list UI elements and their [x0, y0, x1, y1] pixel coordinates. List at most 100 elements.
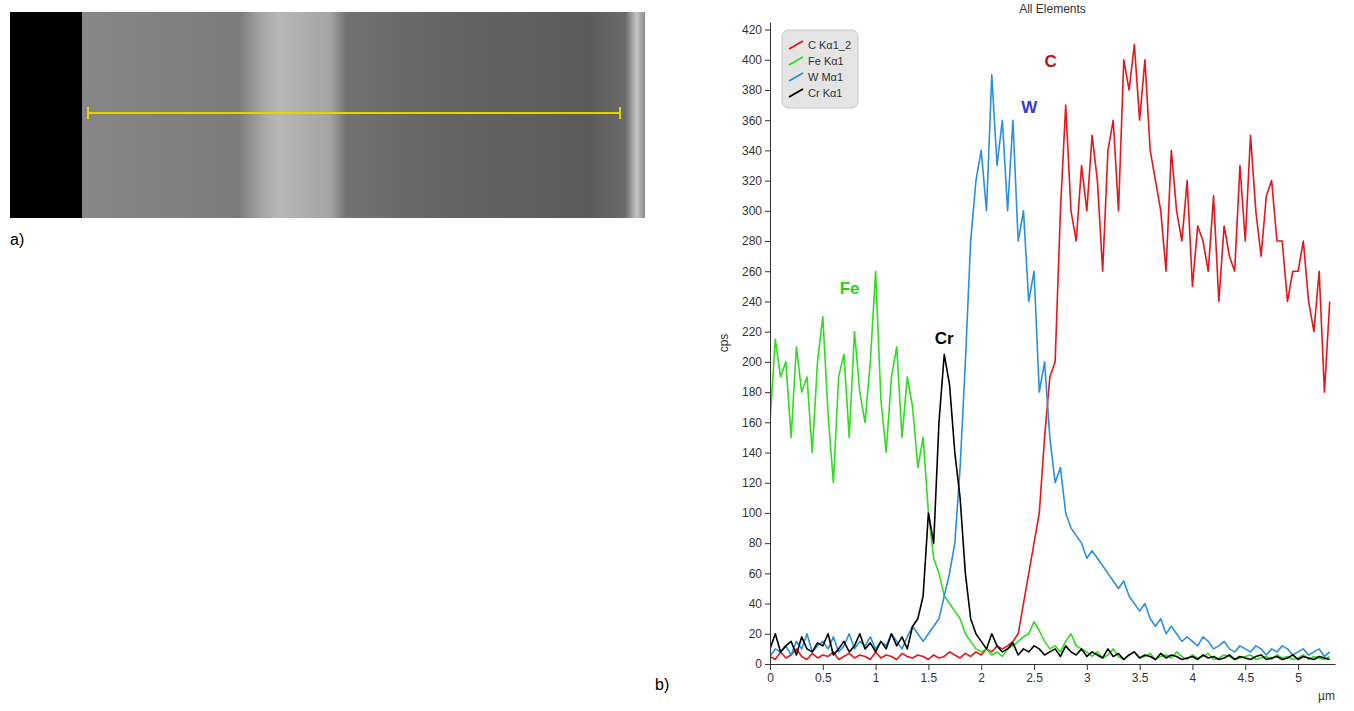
x-tick-mark	[981, 664, 982, 670]
y-tick: 160	[742, 416, 770, 430]
x-tick-mark	[1245, 664, 1246, 670]
x-tick: 0	[767, 664, 774, 685]
y-tick-label: 220	[742, 325, 762, 339]
x-tick-mark	[1140, 664, 1141, 670]
x-tick: 5	[1295, 664, 1302, 685]
y-tick-label: 80	[749, 536, 763, 550]
series-annotation: C	[1045, 52, 1057, 71]
y-tick: 60	[749, 567, 770, 581]
x-tick-label: 3	[1084, 671, 1091, 685]
y-tick-mark	[765, 543, 770, 544]
x-tick: 3.5	[1132, 664, 1149, 685]
y-tick: 200	[742, 355, 770, 369]
y-axis-title: cps	[717, 334, 731, 353]
x-tick-label: 1.5	[921, 671, 938, 685]
series-line	[770, 75, 1330, 657]
y-tick-label: 240	[742, 295, 762, 309]
y-tick-mark	[765, 181, 770, 182]
y-tick-mark	[765, 30, 770, 31]
y-tick-label: 100	[742, 506, 762, 520]
y-tick: 300	[742, 204, 770, 218]
legend: C Kα1_2Fe Kα1W Mα1Cr Kα1	[782, 30, 858, 108]
legend-label: W Mα1	[808, 71, 843, 83]
series-annotation: Fe	[840, 279, 860, 298]
legend-label: Fe Kα1	[808, 55, 844, 67]
y-tick: 260	[742, 265, 770, 279]
y-tick-label: 320	[742, 174, 762, 188]
y-tick-label: 360	[742, 114, 762, 128]
x-tick: 4	[1190, 664, 1197, 685]
y-tick-label: 280	[742, 234, 762, 248]
y-tick-mark	[765, 271, 770, 272]
y-tick-mark	[765, 573, 770, 574]
y-tick: 340	[742, 144, 770, 158]
y-tick: 140	[742, 446, 770, 460]
y-tick-mark	[765, 60, 770, 61]
y-tick-mark	[765, 483, 770, 484]
x-tick-mark	[1034, 664, 1035, 670]
x-tick-label: 3.5	[1132, 671, 1149, 685]
y-tick-label: 260	[742, 265, 762, 279]
x-tick-label: 2	[978, 671, 985, 685]
legend-label: Cr Kα1	[808, 87, 842, 99]
y-tick-label: 180	[742, 385, 762, 399]
y-axis-line	[770, 23, 771, 665]
y-tick-mark	[765, 664, 770, 665]
y-tick-mark	[765, 392, 770, 393]
y-tick-mark	[765, 241, 770, 242]
y-tick-label: 20	[749, 627, 763, 641]
x-tick: 4.5	[1237, 664, 1254, 685]
y-tick-mark	[765, 90, 770, 91]
x-tick: 1.5	[921, 664, 938, 685]
y-tick-label: 120	[742, 476, 762, 490]
series-annotation: Cr	[935, 329, 954, 348]
y-tick: 100	[742, 506, 770, 520]
y-tick-label: 400	[742, 53, 762, 67]
scan-line-cap	[87, 107, 89, 119]
chart-title: All Elements	[1019, 2, 1086, 16]
scan-line-cap	[619, 107, 621, 119]
x-tick-mark	[1087, 664, 1088, 670]
y-tick-label: 160	[742, 416, 762, 430]
x-tick-mark	[876, 664, 877, 670]
panel-label: a)	[10, 231, 24, 248]
x-tick-mark	[823, 664, 824, 670]
series-annotation: W	[1021, 98, 1038, 117]
y-tick-mark	[765, 513, 770, 514]
y-tick-label: 420	[742, 23, 762, 37]
x-tick-mark	[1192, 664, 1193, 670]
x-tick-label: 4	[1190, 671, 1197, 685]
x-tick-label: 4.5	[1237, 671, 1254, 685]
x-tick: 1	[873, 664, 880, 685]
y-tick-label: 140	[742, 446, 762, 460]
y-tick: 380	[742, 83, 770, 97]
y-tick-mark	[765, 604, 770, 605]
y-tick-label: 200	[742, 355, 762, 369]
y-tick-mark	[765, 422, 770, 423]
x-tick-label: 1	[873, 671, 880, 685]
y-tick: 240	[742, 295, 770, 309]
x-tick-mark	[1298, 664, 1299, 670]
sem-panel	[10, 12, 645, 218]
x-tick-mark	[928, 664, 929, 670]
x-tick-label: 5	[1295, 671, 1302, 685]
y-tick-mark	[765, 634, 770, 635]
y-tick: 180	[742, 385, 770, 399]
x-tick: 2	[978, 664, 985, 685]
figure: a)00.511.522.533.544.5502040608010012014…	[0, 0, 1354, 711]
x-tick-label: 0.5	[815, 671, 832, 685]
y-tick: 280	[742, 234, 770, 248]
scan-line	[88, 112, 620, 114]
y-tick: 120	[742, 476, 770, 490]
x-axis: 00.511.522.533.544.55	[767, 664, 1335, 685]
series-line	[770, 271, 1330, 659]
sem-image	[82, 12, 645, 218]
legend-swatch	[789, 73, 803, 81]
legend-swatch	[789, 41, 803, 49]
y-tick-label: 380	[742, 83, 762, 97]
x-axis-title: µm	[1318, 689, 1335, 703]
x-tick: 0.5	[815, 664, 832, 685]
y-tick-mark	[765, 120, 770, 121]
y-tick-mark	[765, 150, 770, 151]
x-tick-mark	[770, 664, 771, 670]
